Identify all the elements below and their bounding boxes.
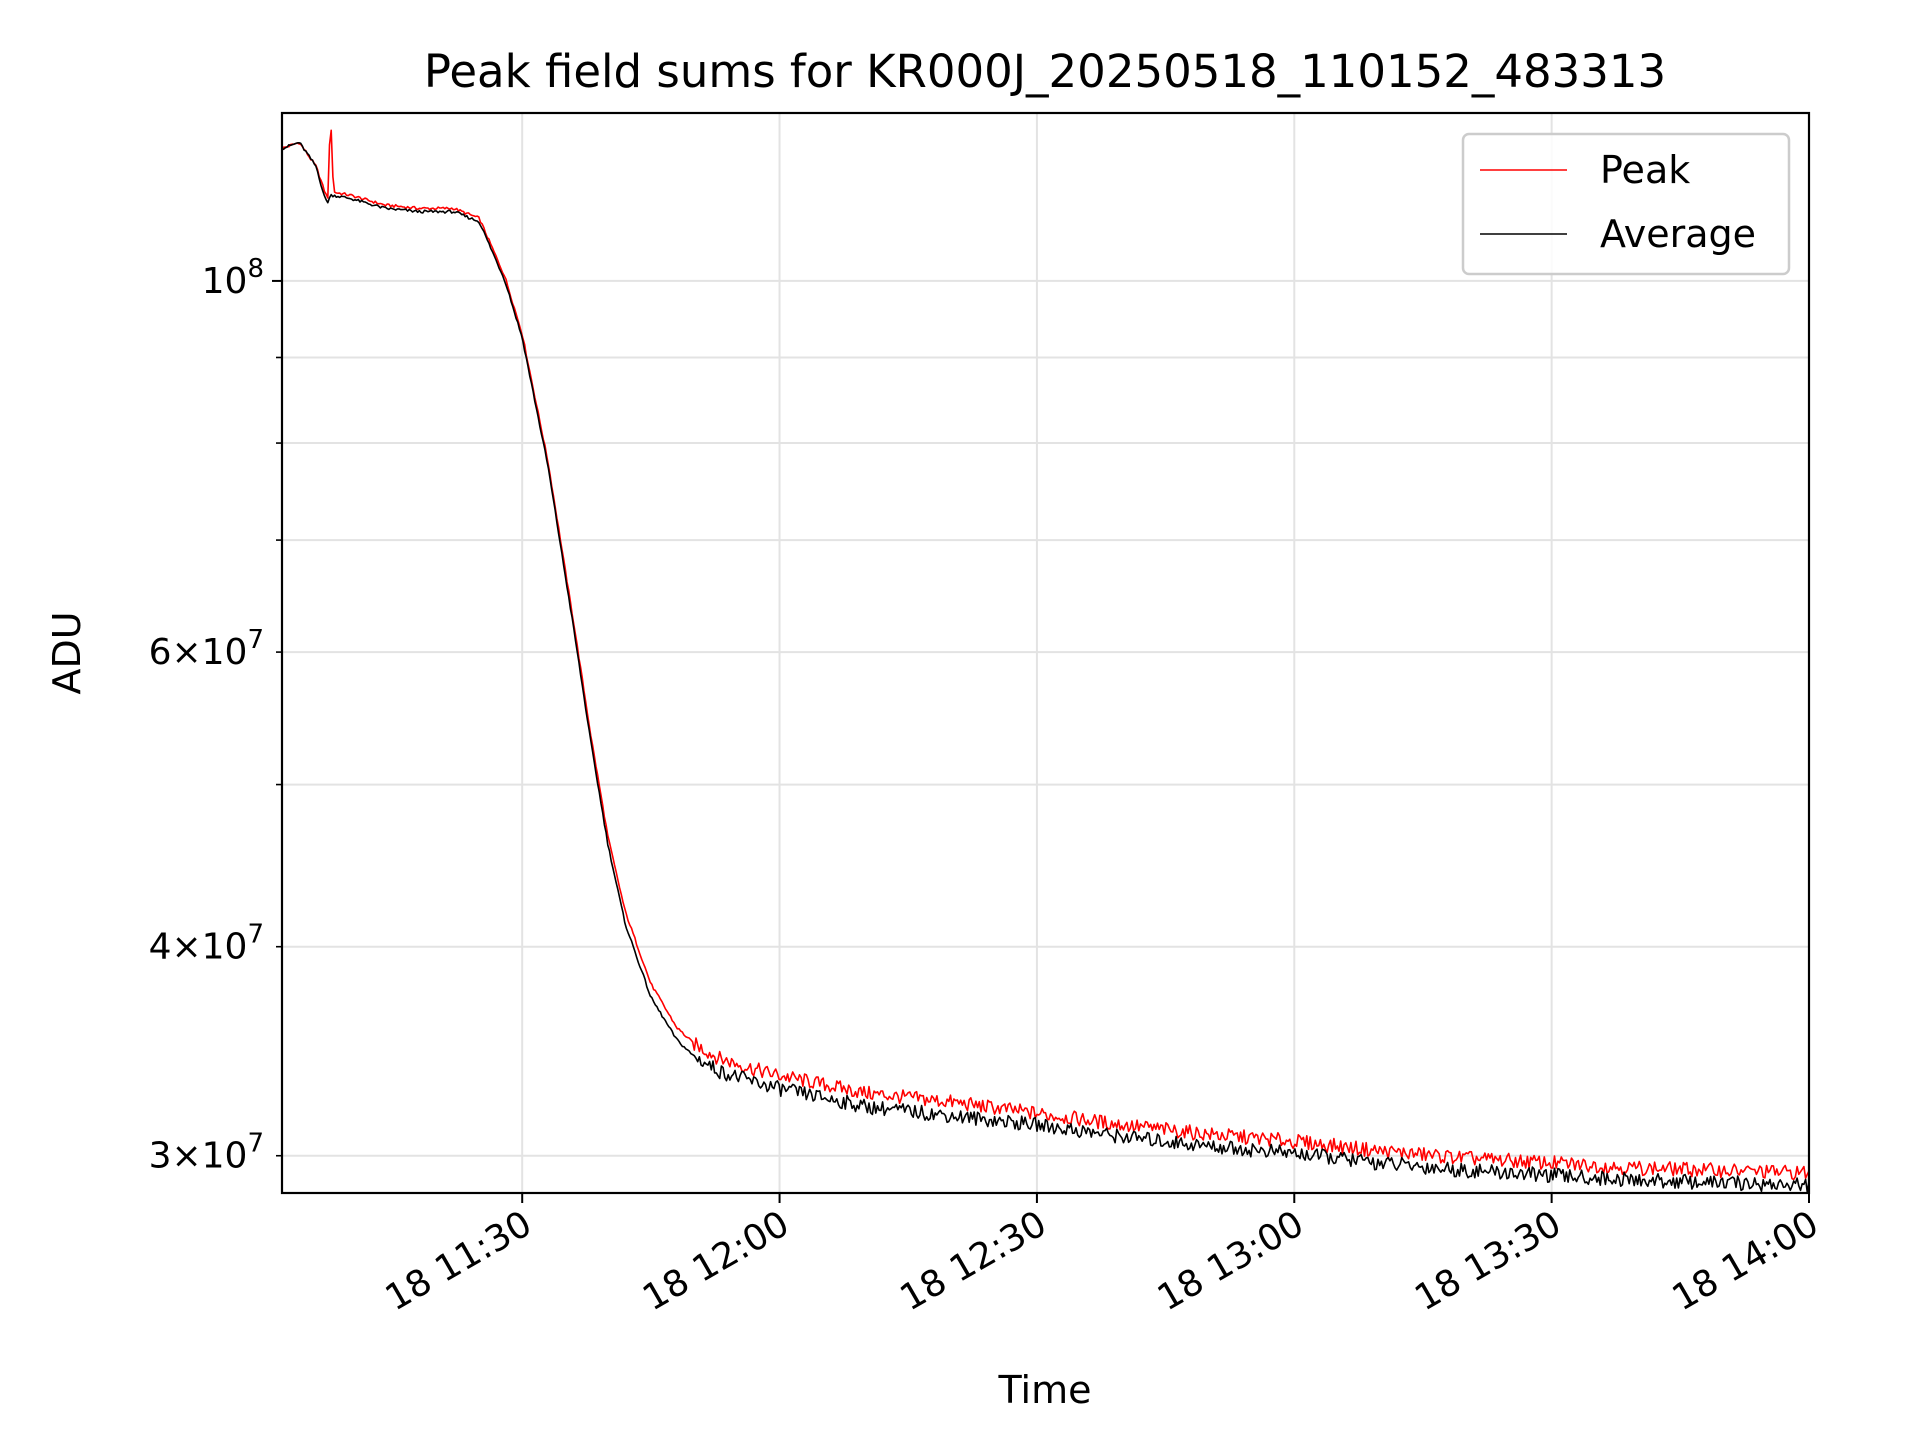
y-tick-label: 3×107	[149, 1129, 264, 1177]
legend-peak-label: Peak	[1600, 148, 1690, 192]
y-tick-label: 4×107	[149, 920, 264, 968]
plot-frame	[280, 111, 1811, 1195]
x-tick-label: 18 12:00	[636, 1203, 796, 1319]
x-axis-label: Time	[998, 1368, 1092, 1412]
legend: Peak Average	[1461, 132, 1791, 276]
x-tick-label: 18 13:30	[1408, 1203, 1568, 1319]
x-tick-label: 18 14:00	[1666, 1203, 1826, 1319]
y-axis-label: ADU	[45, 611, 89, 694]
x-tick-label: 18 13:00	[1151, 1203, 1311, 1319]
series-line-average	[281, 142, 1810, 1194]
series-line-peak	[281, 129, 1810, 1181]
series-layer	[281, 129, 1810, 1194]
chart-title: Peak field sums for KR000J_20250518_1101…	[424, 45, 1666, 98]
y-tick-label: 6×107	[149, 625, 264, 673]
legend-box	[1461, 132, 1791, 276]
y-tick-label: 108	[202, 254, 264, 302]
x-tick-label: 18 11:30	[379, 1203, 539, 1319]
tick-layer: 18 11:30 18 12:00 18 12:30 18 13:00 18 13:30…	[149, 254, 1826, 1319]
x-tick-label: 18 12:30	[893, 1203, 1053, 1319]
legend-average-label: Average	[1600, 212, 1756, 256]
